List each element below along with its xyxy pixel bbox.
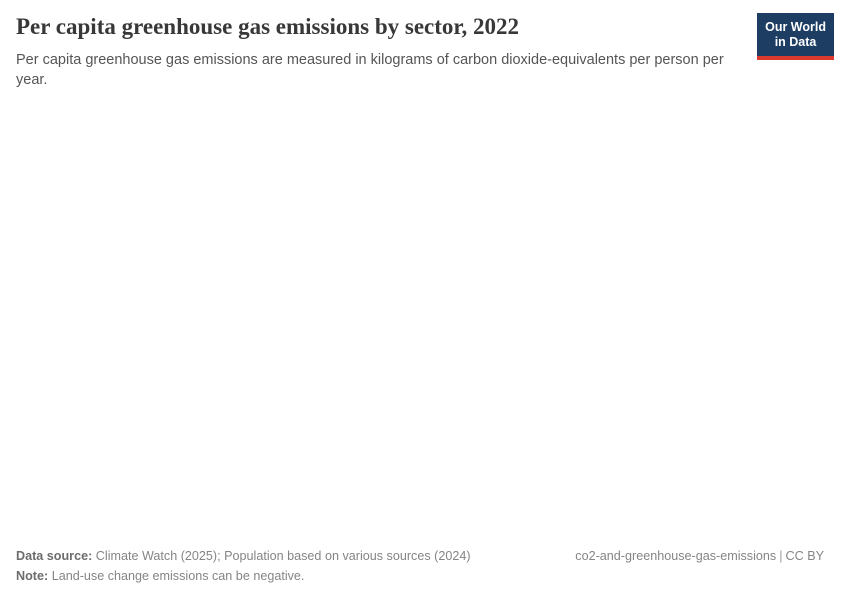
chart-slug: co2-and-greenhouse-gas-emissions (575, 549, 777, 564)
note-line: Note: Land-use change emissions can be n… (16, 567, 834, 587)
data-source-line: Data source: Climate Watch (2025); Popul… (16, 547, 471, 567)
chart-footer: Data source: Climate Watch (2025); Popul… (0, 547, 850, 600)
data-source-value[interactable]: Climate Watch (2025); Population based o… (95, 549, 471, 564)
note-value: Land-use change emissions can be negativ… (51, 569, 305, 584)
owid-logo-line1: Our World (765, 20, 826, 34)
license-link[interactable]: CC BY (785, 549, 825, 564)
attribution-separator: | (779, 549, 783, 564)
data-source-label: Data source: (16, 549, 93, 564)
note-label: Note: (16, 569, 49, 584)
footer-sources-row: Data source: Climate Watch (2025); Popul… (16, 547, 834, 567)
chart-header-text: Per capita greenhouse gas emissions by s… (16, 13, 757, 90)
chart-header: Per capita greenhouse gas emissions by s… (0, 0, 850, 90)
chart-plot-area (0, 89, 850, 548)
attribution: co2-and-greenhouse-gas-emissions | CC BY (575, 547, 834, 567)
chart-title: Per capita greenhouse gas emissions by s… (16, 14, 520, 39)
owid-logo-line2: in Data (774, 35, 817, 50)
chart-subtitle: Per capita greenhouse gas emissions are … (16, 51, 724, 88)
owid-logo[interactable]: Our World in Data (757, 13, 834, 60)
